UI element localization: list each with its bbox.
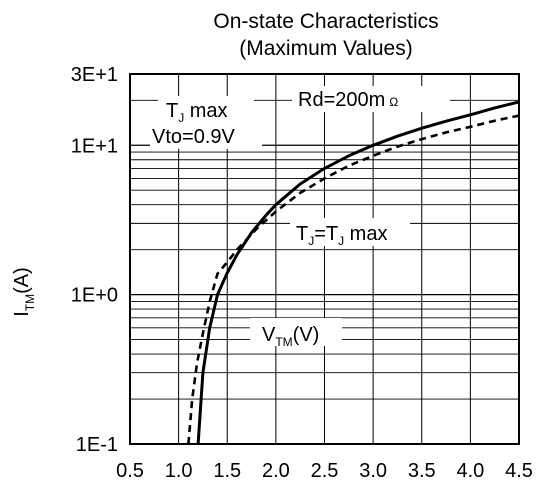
y-tick-label: 3E+1 <box>71 64 118 86</box>
x-tick-label: 4.0 <box>456 460 484 482</box>
y-tick-label: 1E+0 <box>71 285 118 307</box>
rd-label: Rd=200m Ω <box>298 89 398 111</box>
series-line-dashed <box>187 114 520 445</box>
vto-label-bg <box>150 122 262 149</box>
x-tick-label: 1.5 <box>213 460 241 482</box>
x-tick-label: 2.5 <box>311 460 339 482</box>
x-tick-label: 3.5 <box>408 460 436 482</box>
x-tick-label: 0.5 <box>116 460 144 482</box>
chart-title-line-2: (Maximum Values) <box>239 37 412 60</box>
y-axis-label-sub: TM <box>23 294 37 311</box>
tj-max-label: TJ max <box>166 100 228 125</box>
x-tick-label: 1.0 <box>165 460 193 482</box>
x-tick-label: 4.5 <box>505 460 533 482</box>
x-tick-label: 3.0 <box>359 460 387 482</box>
rd-label-bg <box>292 86 450 112</box>
x-tick-label: 2.0 <box>262 460 290 482</box>
x-axis-label-main: V <box>262 324 276 346</box>
tj-eq-label-bg <box>290 218 410 246</box>
y-tick-label: 1E+1 <box>71 135 118 157</box>
series-layer <box>187 100 520 445</box>
series-line-solid <box>196 100 520 445</box>
y-tick-label: 1E-1 <box>76 434 118 456</box>
tj-eq-label: TJ=TJ max <box>296 223 387 248</box>
x-axis-label: VTM(V) <box>262 324 319 349</box>
y-axis-label: ITM(A) <box>11 267 37 317</box>
vto-label: Vto=0.9V <box>152 126 236 148</box>
tj-max-label-bg <box>158 96 254 122</box>
x-axis-label-sub: TM <box>275 335 292 349</box>
chart-title-line-1: On-state Characteristics <box>213 10 438 33</box>
tick-labels: 0.5 1.0 1.5 2.0 2.5 3.0 3.5 4.0 4.5 1E-1 1E+0 1E+1 3… <box>71 64 533 482</box>
x-label-bg <box>250 318 342 346</box>
y-axis-label-unit: (A) <box>11 267 33 294</box>
x-axis-label-unit: (V) <box>293 324 320 346</box>
y-axis-label-main: I <box>11 311 33 317</box>
plot-frame <box>129 73 520 445</box>
